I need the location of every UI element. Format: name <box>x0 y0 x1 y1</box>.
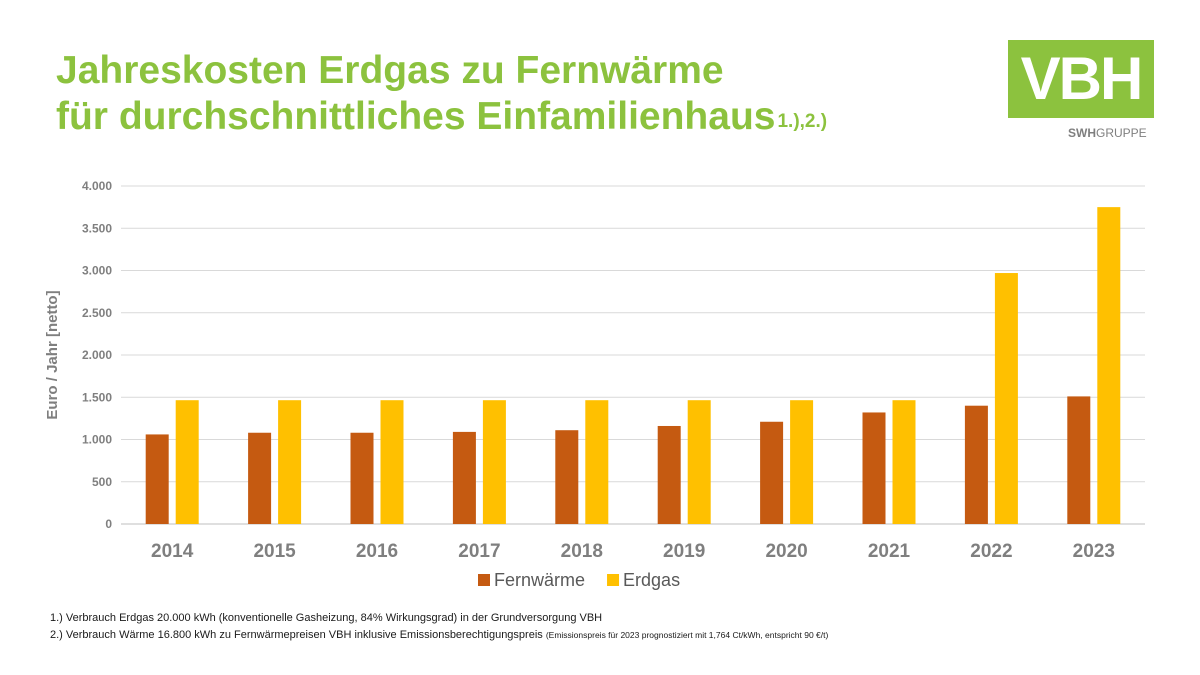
legend-label: Fernwärme <box>494 570 585 590</box>
y-tick-label: 1.000 <box>82 433 112 447</box>
bar-fernw-rme <box>964 405 988 524</box>
title-line-2: für durchschnittliches Einfamilienhaus <box>56 95 776 138</box>
footnote-1: 1.) Verbrauch Erdgas 20.000 kWh (konvent… <box>50 612 603 624</box>
x-tick-label: 2018 <box>561 541 603 562</box>
bar-erdgas <box>892 400 916 524</box>
y-tick-label: 500 <box>92 475 112 489</box>
bar-erdgas <box>175 400 199 524</box>
x-tick-label: 2020 <box>765 541 807 562</box>
bar-erdgas <box>380 400 404 524</box>
title-line-1: Jahreskosten Erdgas zu Fernwärme <box>56 49 724 92</box>
x-tick-label: 2016 <box>356 541 398 562</box>
bar-erdgas <box>994 273 1018 524</box>
legend-swatch <box>478 574 490 586</box>
bar-fernw-rme <box>555 430 579 524</box>
footnote-2: 2.) Verbrauch Wärme 16.800 kWh zu Fernwä… <box>50 627 828 644</box>
legend-label: Erdgas <box>623 570 680 590</box>
logo-sub-rest: GRUPPE <box>1096 126 1147 140</box>
y-tick-label: 0 <box>105 517 112 531</box>
x-tick-label: 2017 <box>458 541 500 562</box>
bar-fernw-rme <box>350 432 374 524</box>
bar-erdgas <box>687 400 711 524</box>
bar-chart: 0 500 1.000 1.500 2.000 2.500 3.000 3.500 4.000 E… <box>44 179 1145 590</box>
y-tick-label: 2.000 <box>82 348 112 362</box>
logo-sub-bold: SWH <box>1068 126 1096 140</box>
logo-subtitle: SWHGRUPPE <box>1068 126 1147 140</box>
bar-fernw-rme <box>248 432 272 524</box>
y-tick-label: 1.500 <box>82 390 112 404</box>
bar-erdgas <box>482 400 506 524</box>
x-tick-label: 2021 <box>868 541 911 562</box>
bar-erdgas <box>790 400 814 524</box>
y-tick-label: 3.500 <box>82 221 112 235</box>
y-axis-label: Euro / Jahr [netto] <box>44 290 61 419</box>
x-tick-label: 2014 <box>151 541 194 562</box>
y-tick-label: 4.000 <box>82 179 112 193</box>
legend-swatch <box>607 574 620 586</box>
bar-fernw-rme <box>452 431 476 524</box>
x-tick-label: 2023 <box>1073 541 1115 562</box>
x-tick-label: 2019 <box>663 541 705 562</box>
y-tick-label: 2.500 <box>82 306 112 320</box>
vbh-logo: VBH <box>1008 40 1154 118</box>
bar-fernw-rme <box>657 425 681 524</box>
bar-fernw-rme <box>1067 396 1091 524</box>
footnote-2-main: 2.) Verbrauch Wärme 16.800 kWh zu Fernwä… <box>50 629 543 641</box>
footnotes: 1.) Verbrauch Erdgas 20.000 kWh (konvent… <box>50 610 828 644</box>
bar-erdgas <box>585 400 609 524</box>
bar-erdgas <box>278 400 302 524</box>
x-tick-label: 2015 <box>253 541 296 562</box>
y-tick-label: 3.000 <box>82 264 112 278</box>
footnote-2-detail: (Emissionspreis für 2023 prognostiziert … <box>545 630 829 640</box>
x-tick-label: 2022 <box>970 541 1012 562</box>
bar-fernw-rme <box>862 412 886 524</box>
title-footnote-ref: 1.),2.) <box>777 111 828 132</box>
logo-text: VBH <box>1020 45 1144 112</box>
bar-fernw-rme <box>145 434 169 524</box>
page-title: Jahreskosten Erdgas zu Fernwärme für dur… <box>56 48 827 147</box>
bar-fernw-rme <box>760 421 784 524</box>
bar-erdgas <box>1097 207 1121 524</box>
